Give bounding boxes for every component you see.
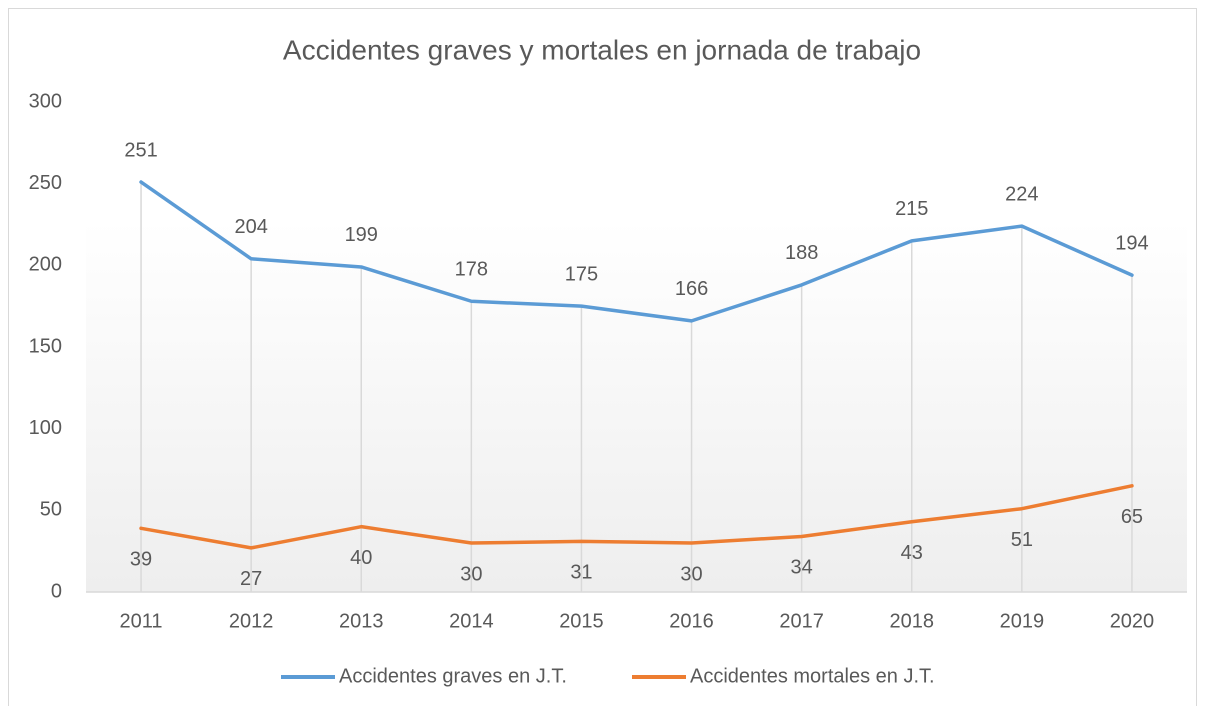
- legend-label: Accidentes graves en J.T.: [339, 665, 567, 687]
- data-label: 215: [895, 198, 928, 220]
- x-tick-label: 2018: [890, 610, 935, 632]
- data-label: 166: [675, 278, 708, 300]
- y-tick-label: 0: [51, 580, 62, 602]
- data-label: 178: [455, 259, 488, 281]
- y-tick-label: 100: [29, 417, 62, 439]
- data-label: 194: [1115, 232, 1148, 254]
- data-label: 204: [234, 216, 267, 238]
- data-label: 51: [1011, 529, 1033, 551]
- chart-title: Accidentes graves y mortales en jornada …: [283, 34, 921, 65]
- data-label: 224: [1005, 183, 1038, 205]
- y-tick-label: 50: [40, 499, 62, 521]
- data-label: 39: [130, 549, 152, 571]
- y-tick-label: 300: [29, 90, 62, 112]
- x-tick-label: 2016: [669, 610, 714, 632]
- data-label: 43: [901, 542, 923, 564]
- data-label: 65: [1121, 506, 1143, 528]
- data-label: 175: [565, 263, 598, 285]
- y-tick-label: 150: [29, 335, 62, 357]
- series-line: [139, 180, 1134, 323]
- x-tick-label: 2011: [120, 610, 163, 632]
- data-label: 40: [350, 547, 372, 569]
- legend-label: Accidentes mortales en J.T.: [690, 665, 935, 687]
- plot-background: [86, 220, 1187, 592]
- x-tick-label: 2015: [559, 610, 604, 632]
- x-tick-label: 2014: [449, 610, 494, 632]
- x-tick-label: 2013: [339, 610, 384, 632]
- series-line: [139, 484, 1134, 550]
- x-tick-label: 2012: [229, 610, 274, 632]
- data-label: 30: [680, 563, 702, 585]
- data-label: 27: [240, 568, 262, 590]
- y-tick-label: 200: [29, 254, 62, 276]
- x-tick-label: 2017: [779, 610, 824, 632]
- x-tick-label: 2019: [1000, 610, 1045, 632]
- data-label: 251: [124, 139, 157, 161]
- data-label: 199: [345, 224, 378, 246]
- x-tick-label: 2020: [1110, 610, 1155, 632]
- data-label: 34: [791, 557, 813, 579]
- y-tick-label: 250: [29, 172, 62, 194]
- data-label: 188: [785, 242, 818, 264]
- data-label: 31: [570, 562, 592, 584]
- data-label: 30: [460, 563, 482, 585]
